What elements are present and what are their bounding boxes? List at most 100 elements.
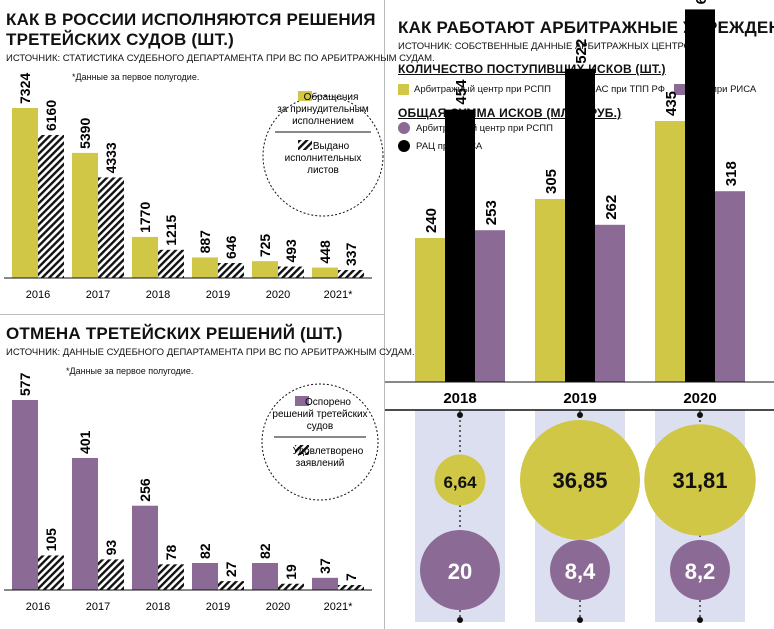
guide-dot-top-1 — [577, 412, 583, 418]
value-label-2019-s1: 522 — [573, 39, 590, 64]
left-top-source: ИСТОЧНИК: СТАТИСТИКА СУДЕБНОГО ДЕПАРТАМЕ… — [6, 53, 435, 64]
bar-2018-s1 — [445, 109, 475, 382]
bar-2019-s1 — [565, 68, 595, 383]
x-tick-2019: 2019 — [206, 289, 230, 301]
value-label-2020-a: 82 — [257, 543, 273, 559]
legend-dot-rspp — [398, 122, 410, 134]
bar-2020-s2 — [715, 191, 745, 382]
value-label-2019-a: 887 — [197, 230, 213, 254]
legend-label-a-2: судов — [307, 421, 333, 432]
value-label-2020-s0: 435 — [663, 91, 680, 116]
bar-2019-a — [192, 562, 218, 590]
value-label-2020-s1: 621 — [693, 0, 710, 4]
value-label-2016-b: 6160 — [43, 100, 59, 131]
legend-label-rac: РАЦ при РИСА — [690, 84, 757, 95]
value-label-2021*-a: 37 — [317, 558, 333, 574]
guide-dot-bottom-1 — [577, 617, 583, 623]
legend-circle — [262, 95, 384, 217]
bar-2017-a — [72, 457, 98, 590]
bar-2019-a — [192, 257, 218, 278]
legend-label-mkas: МКАС при ТПП РФ — [582, 84, 665, 95]
divider-horizontal — [0, 314, 384, 315]
legend-label-a-0: Обращения — [304, 91, 359, 103]
chart-enforcement: 7324 6160 2016 5390 4333 2017 1770 1215 2018 887 6… — [4, 73, 384, 301]
value-label-2020-b: 19 — [283, 564, 299, 580]
bubble-b-label-2: 8,2 — [685, 559, 716, 584]
value-label-2016-a: 577 — [17, 372, 33, 396]
legend-label-a-2: исполнением — [292, 116, 354, 127]
value-label-2017-b: 93 — [103, 540, 119, 556]
bar-2016-b — [38, 135, 64, 278]
x-tick-2020: 2020 — [266, 601, 290, 613]
bubble-a-1 — [520, 420, 640, 540]
x-tick-2017: 2017 — [86, 289, 110, 301]
chart-annulment: 577 105 2016 401 93 2017 256 78 2018 82 27 2019 82 19… — [4, 372, 379, 613]
value-label-2019-a: 82 — [197, 543, 213, 559]
value-label-2021*-a: 448 — [317, 240, 333, 264]
bubble-a-2 — [644, 424, 756, 536]
value-label-2019-b: 646 — [223, 235, 239, 259]
value-label-2018-b: 1215 — [163, 214, 179, 245]
value-label-2016-b: 105 — [43, 528, 59, 552]
legend-swatch-b — [295, 445, 309, 455]
bubble-b-label-1: 8,4 — [565, 559, 596, 584]
legend-swatch-a — [298, 91, 312, 101]
legend-label-b-0: Удовлетворено — [293, 446, 364, 457]
bar-2017-b — [98, 177, 124, 278]
divider-vertical — [384, 0, 385, 629]
bar-2021*-a — [312, 577, 338, 590]
bar-2021*-b — [338, 585, 364, 590]
left-bottom-title: ОТМЕНА ТРЕТЕЙСКИХ РЕШЕНИЙ (ШТ.) — [6, 324, 343, 343]
x-tick-2016: 2016 — [26, 289, 50, 301]
bar-2016-b — [38, 555, 64, 590]
bubble-a-label-2: 31,81 — [672, 468, 727, 493]
value-label-2021*-b: 7 — [343, 573, 359, 581]
bubble-b-1 — [550, 540, 610, 600]
value-label-2020-a: 725 — [257, 234, 273, 258]
legend-label-rspp: Арбитражный центр при РСПП — [414, 84, 551, 95]
guide-dot-top-0 — [457, 412, 463, 418]
left-bottom-source: ИСТОЧНИК: ДАННЫЕ СУДЕБНОГО ДЕПАРТАМЕНТА … — [6, 347, 415, 358]
guide-dot-top-2 — [697, 412, 703, 418]
legend-swatch-a — [295, 396, 309, 406]
x-tick-2017: 2017 — [86, 601, 110, 613]
bubble-a-label-1: 36,85 — [552, 468, 607, 493]
legend-label-b-0: Выдано — [313, 141, 350, 152]
legend-circle — [261, 383, 379, 501]
value-label-2019-b: 27 — [223, 561, 239, 577]
value-label-2018-s1: 454 — [453, 79, 470, 105]
x-tick-2020: 2020 — [683, 390, 716, 407]
x-tick-2018: 2018 — [146, 289, 170, 301]
x-tick-2016: 2016 — [26, 601, 50, 613]
bar-2020-a — [252, 562, 278, 590]
x-tick-2019: 2019 — [563, 390, 596, 407]
bar-2018-b — [158, 564, 184, 590]
value-label-2018-s2: 253 — [483, 200, 500, 225]
value-label-2016-a: 7324 — [17, 73, 33, 104]
bar-2018-a — [132, 236, 158, 278]
value-label-2020-s2: 318 — [723, 161, 740, 186]
bar-2016-a — [12, 108, 38, 278]
x-tick-2021*: 2021* — [324, 289, 353, 301]
left-top-note: *Данные за первое полугодие. — [72, 72, 200, 82]
value-label-2018-s0: 240 — [423, 208, 440, 233]
legend-dot-rac — [398, 140, 410, 152]
right-source: ИСТОЧНИК: СОБСТВЕННЫЕ ДАННЫЕ АРБИТРАЖНЫХ… — [398, 41, 701, 52]
value-label-2018-b: 78 — [163, 545, 179, 561]
legend-label-b-1: заявлений — [296, 458, 345, 469]
value-label-2020-b: 493 — [283, 239, 299, 263]
bar-2016-a — [12, 400, 38, 590]
bar-2017-b — [98, 559, 124, 590]
bar-2019-s0 — [535, 199, 565, 382]
guide-dot-bottom-0 — [457, 617, 463, 623]
chart-arbitration: 240 454 253 305 522 262 435 621 318 2018 2019 2020 6… — [385, 0, 774, 623]
bar-2019-s2 — [595, 224, 625, 382]
x-tick-2018: 2018 — [146, 601, 170, 613]
value-label-2017-b: 4333 — [103, 142, 119, 173]
x-tick-2019: 2019 — [206, 601, 230, 613]
legend-sum-label-rspp: Арбитражный центр при РСПП — [416, 123, 553, 134]
bubble-a-label-0: 6,64 — [443, 473, 477, 492]
guide-dot-bottom-2 — [697, 617, 703, 623]
bar-2021*-b — [338, 270, 364, 278]
bar-2018-a — [132, 505, 158, 590]
